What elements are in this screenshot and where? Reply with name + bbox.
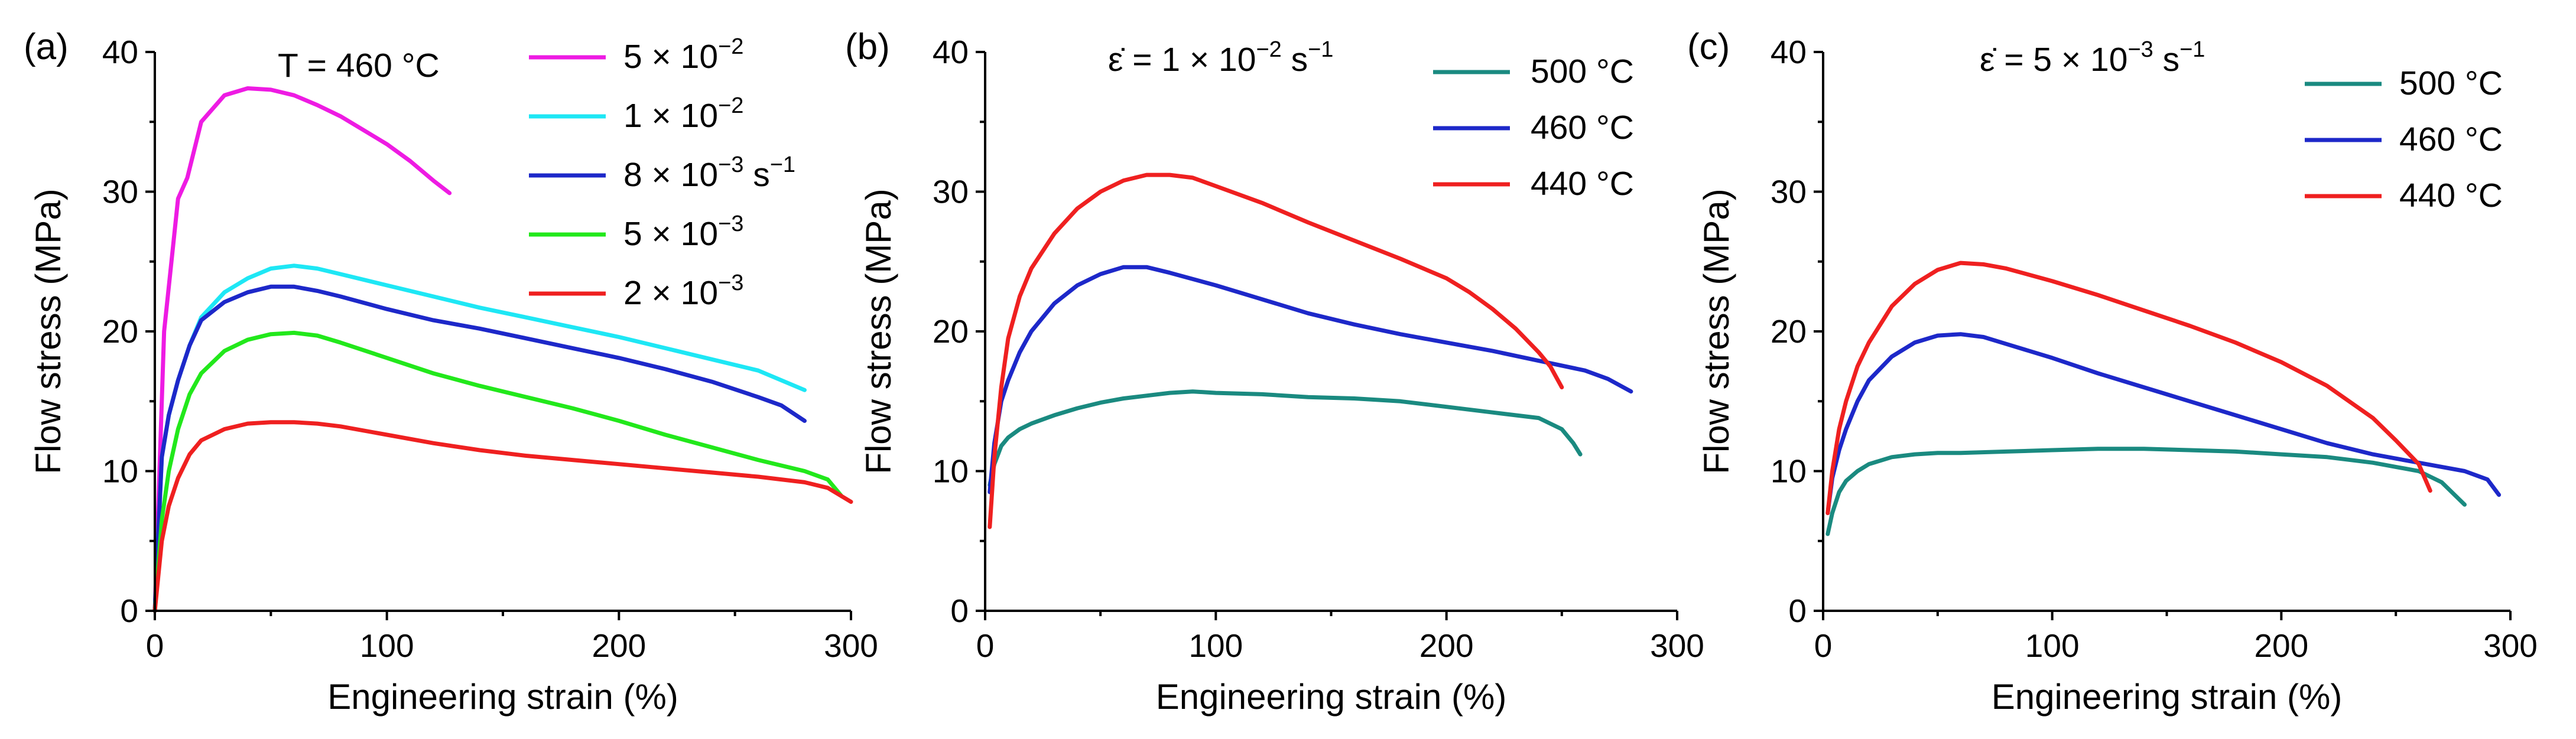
legend-label-3: 440 °C: [1531, 165, 1634, 203]
series-line-2: [152, 263, 807, 613]
series-line-1: [987, 389, 1583, 487]
panel-label: (a): [24, 27, 69, 67]
x-tick-label: 100: [1188, 627, 1243, 664]
x-axis-title: Engineering strain (%): [327, 677, 678, 717]
legend: 500 °C 460 °C 440 °C: [1433, 53, 1634, 203]
series-line-3: [152, 284, 807, 613]
y-tick-label: 10: [102, 453, 138, 490]
chart-panel-1: 0 100 200 300 0 10 20 30 40 Engineering strain (%…: [24, 27, 878, 717]
y-axis-title: Flow stress (MPa): [859, 188, 898, 474]
x-tick-label: 200: [592, 627, 646, 664]
series-line-5: [152, 420, 853, 613]
series-line-3: [987, 172, 1564, 529]
condition-annotation: ε̇ = 1 × 10−2 s−1: [1108, 37, 1333, 79]
legend-label-2: 460 °C: [1531, 109, 1634, 147]
legend-label-1: 500 °C: [2399, 64, 2503, 102]
series-line-2: [1825, 332, 2502, 515]
legend-label-2: 460 °C: [2399, 121, 2503, 158]
x-tick-label: 200: [1419, 627, 1474, 664]
series-line-4: [152, 330, 844, 613]
x-tick-label: 300: [1650, 627, 1704, 664]
legend-label-5: 2 × 10−3: [623, 271, 743, 312]
legend-label-1: 500 °C: [1531, 53, 1634, 90]
y-tick-label: 30: [1771, 174, 1807, 210]
panel-label: (b): [845, 27, 890, 67]
condition-annotation: T = 460 °C: [278, 47, 440, 84]
x-tick-label: 200: [2254, 627, 2308, 664]
chart-panel-3: 0 100 200 300 0 10 20 30 40 Engineering strain (%…: [1687, 27, 2538, 717]
legend-label-1: 5 × 10−2: [623, 34, 743, 76]
y-tick-label: 20: [933, 313, 969, 350]
series-line-2: [987, 265, 1633, 494]
chart-panel-2: 0 100 200 300 0 10 20 30 40 Engineering strain (%…: [845, 27, 1704, 717]
legend: 5 × 10−2 1 × 10−2 8 × 10−3 s−1 5 × 10−3 2 × …: [529, 34, 795, 312]
legend-label-4: 5 × 10−3: [623, 211, 743, 253]
y-tick-label: 30: [102, 174, 138, 210]
legend: 500 °C 460 °C 440 °C: [2305, 64, 2503, 214]
legend-label-2: 1 × 10−2: [623, 93, 743, 135]
x-axis-title: Engineering strain (%): [1992, 677, 2343, 717]
y-tick-label: 40: [1771, 34, 1807, 70]
x-tick-label: 100: [360, 627, 414, 664]
y-tick-label: 40: [933, 34, 969, 70]
y-tick-label: 0: [120, 592, 138, 629]
series-line-1: [152, 86, 452, 613]
y-tick-label: 0: [1788, 592, 1807, 629]
x-tick-label: 0: [146, 627, 164, 664]
y-tick-label: 10: [1771, 453, 1807, 490]
y-axis-title: Flow stress (MPa): [1697, 188, 1736, 474]
panel-label: (c): [1687, 27, 1730, 67]
x-tick-label: 300: [2483, 627, 2538, 664]
x-tick-label: 0: [1814, 627, 1833, 664]
legend-label-3: 8 × 10−3 s−1: [623, 152, 795, 194]
x-tick-label: 300: [824, 627, 878, 664]
y-tick-label: 20: [102, 313, 138, 350]
y-tick-label: 0: [950, 592, 969, 629]
series-line-1: [1825, 447, 2467, 536]
x-axis-title: Engineering strain (%): [1156, 677, 1507, 717]
series-line-3: [1825, 261, 2432, 515]
legend-label-3: 440 °C: [2399, 177, 2503, 214]
y-axis-title: Flow stress (MPa): [28, 188, 68, 474]
condition-annotation: ε̇ = 5 × 10−3 s−1: [1980, 37, 2205, 79]
x-tick-label: 100: [2025, 627, 2080, 664]
y-tick-label: 40: [102, 34, 138, 70]
y-tick-label: 30: [933, 174, 969, 210]
y-tick-label: 20: [1771, 313, 1807, 350]
y-tick-label: 10: [933, 453, 969, 490]
x-tick-label: 0: [976, 627, 995, 664]
